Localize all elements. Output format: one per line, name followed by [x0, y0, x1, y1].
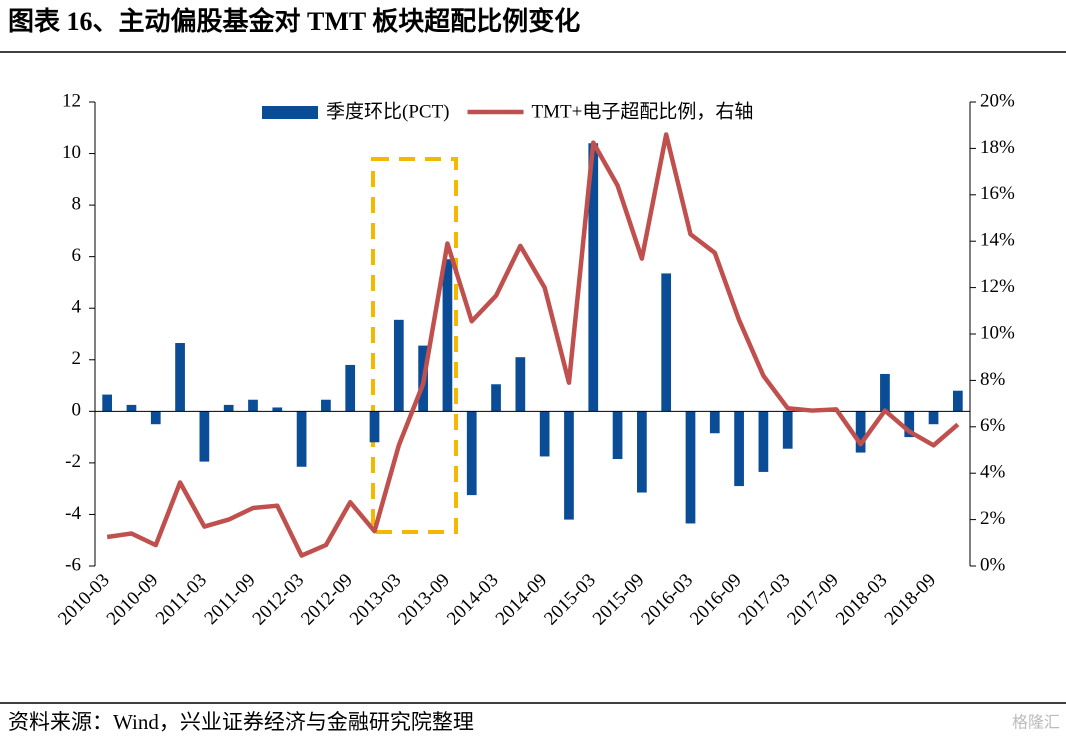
y2-tick-label: 0% — [980, 554, 1006, 575]
y2-tick-label: 4% — [980, 462, 1006, 483]
bar — [223, 404, 234, 412]
x-tick-label: 2012-03 — [249, 570, 309, 630]
bar — [539, 411, 550, 457]
bar — [393, 319, 404, 412]
bar — [515, 357, 526, 412]
bar — [248, 399, 258, 412]
bar — [442, 259, 453, 412]
bar — [685, 411, 696, 524]
y-tick-label: 6 — [72, 245, 82, 266]
x-tick-label: 2012-09 — [297, 570, 357, 630]
bar — [904, 411, 915, 438]
y2-tick-label: 6% — [980, 415, 1006, 436]
y2-tick-label: 18% — [980, 137, 1015, 158]
x-tick-label: 2011-03 — [152, 570, 211, 629]
bar — [952, 390, 963, 412]
x-tick-label: 2016-03 — [637, 570, 697, 630]
bar — [199, 411, 210, 462]
bar — [466, 411, 477, 496]
bar — [345, 364, 356, 412]
x-tick-label: 2015-03 — [540, 570, 600, 630]
y2-tick-label: 20% — [980, 90, 1015, 111]
y2-tick-label: 2% — [980, 508, 1006, 529]
bar — [369, 411, 380, 443]
bar — [661, 273, 672, 412]
x-tick-label: 2014-03 — [443, 570, 503, 630]
x-tick-label: 2018-09 — [881, 570, 941, 630]
bar — [709, 411, 720, 434]
x-tick-label: 2015-09 — [589, 570, 649, 630]
bar — [150, 411, 161, 425]
bar — [272, 407, 283, 412]
y2-tick-label: 8% — [980, 369, 1006, 390]
x-tick-label: 2016-09 — [686, 570, 746, 630]
y-tick-label: -6 — [65, 554, 81, 575]
x-tick-label: 2017-09 — [783, 570, 843, 630]
y-tick-label: 10 — [62, 142, 81, 163]
bar — [321, 399, 331, 412]
bar — [175, 343, 185, 412]
y-tick-label: -4 — [65, 503, 81, 524]
bar — [588, 143, 599, 412]
x-tick-label: 2010-09 — [103, 570, 163, 630]
legend-label: 季度环比(PCT) — [326, 100, 450, 122]
y-tick-label: 0 — [72, 400, 82, 421]
bar — [782, 411, 793, 449]
y-tick-label: -2 — [65, 451, 81, 472]
bar — [126, 404, 137, 412]
x-tick-label: 2011-09 — [200, 570, 259, 629]
bar — [102, 394, 113, 412]
legend-label: TMT+电子超配比例，右轴 — [532, 100, 754, 122]
x-tick-label: 2014-09 — [492, 570, 552, 630]
bar — [612, 411, 623, 460]
source: 资料来源：Wind，兴业证券经济与金融研究院整理 — [8, 710, 474, 734]
x-tick-label: 2013-09 — [394, 570, 454, 630]
y2-tick-label: 14% — [980, 230, 1015, 251]
y2-tick-label: 16% — [980, 183, 1015, 204]
bar — [296, 411, 307, 467]
chart-title: 图表 16、主动偏股基金对 TMT 板块超配比例变化 — [8, 6, 580, 36]
watermark: 格隆汇 — [1012, 714, 1060, 732]
x-tick-label: 2010-03 — [54, 570, 114, 630]
bar — [758, 411, 769, 472]
x-tick-label: 2013-03 — [346, 570, 406, 630]
bar — [491, 384, 501, 412]
line — [106, 132, 960, 558]
y-tick-label: 8 — [72, 193, 82, 214]
y-tick-label: 2 — [72, 348, 82, 369]
bar — [928, 411, 939, 425]
legend-swatch — [262, 106, 318, 119]
bar — [564, 411, 574, 520]
x-tick-label: 2017-03 — [735, 570, 795, 630]
x-tick-label: 2018-03 — [832, 570, 892, 630]
y-tick-label: 4 — [72, 297, 82, 318]
bar — [734, 411, 744, 487]
bar — [855, 411, 866, 453]
y2-tick-label: 10% — [980, 322, 1015, 343]
bar — [637, 411, 647, 493]
highlight-box — [371, 157, 458, 534]
y-tick-label: 12 — [62, 90, 81, 111]
bar — [880, 373, 890, 412]
y2-tick-label: 12% — [980, 276, 1015, 297]
